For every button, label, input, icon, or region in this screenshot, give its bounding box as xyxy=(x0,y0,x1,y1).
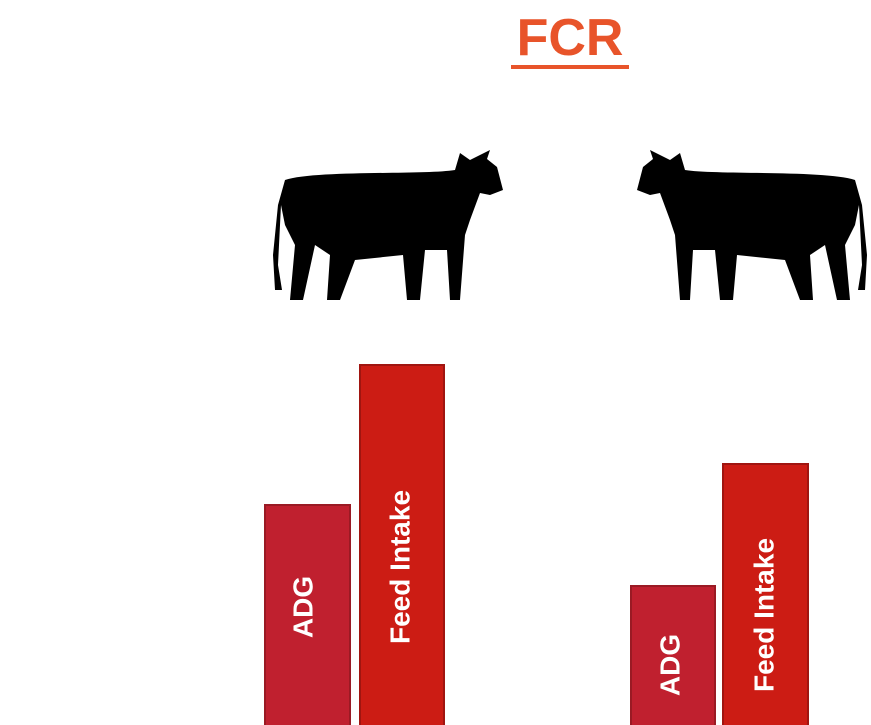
bar xyxy=(630,585,716,725)
bar-label: Feed Intake xyxy=(384,490,415,644)
bar-label: Feed Intake xyxy=(748,538,779,692)
bar-label: ADG xyxy=(654,634,685,696)
bar xyxy=(722,463,809,725)
bar-label: ADG xyxy=(287,576,318,638)
bar xyxy=(359,364,445,725)
cow-right xyxy=(637,150,867,300)
cow-left xyxy=(273,150,503,300)
title-underline xyxy=(511,65,629,69)
bar xyxy=(264,504,351,725)
title: FCR xyxy=(517,9,624,67)
